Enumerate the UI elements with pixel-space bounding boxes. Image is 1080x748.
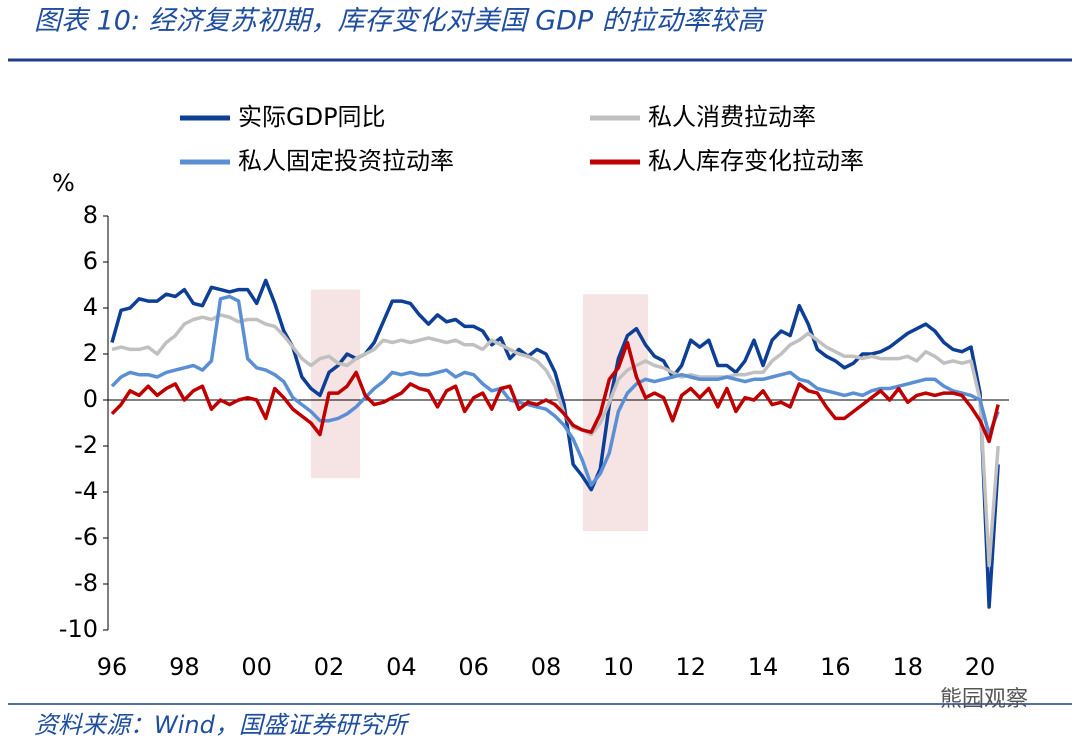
y-axis-unit: % — [52, 169, 75, 197]
y-tick-label: 6 — [83, 247, 98, 275]
x-tick-label: 00 — [241, 653, 272, 681]
x-tick-label: 06 — [458, 653, 489, 681]
x-tick-label: 14 — [748, 653, 779, 681]
legend-label: 私人库存变化拉动率 — [648, 147, 864, 175]
series-line — [110, 340, 1000, 444]
x-tick-label: 04 — [386, 653, 417, 681]
source-note: 资料来源：Wind，国盛证券研究所 — [34, 711, 411, 739]
x-tick-label: 12 — [675, 653, 706, 681]
y-tick-label: -6 — [74, 523, 98, 551]
x-tick-label: 08 — [531, 653, 562, 681]
legend-label: 实际GDP同比 — [238, 103, 386, 131]
x-tick-label: 96 — [97, 653, 128, 681]
legend-label: 私人消费拉动率 — [648, 103, 816, 131]
y-tick-label: 8 — [83, 201, 98, 229]
x-tick-label: 10 — [603, 653, 634, 681]
watermark: 熊园观察 — [940, 687, 1028, 712]
y-tick-label: -10 — [59, 615, 98, 643]
shaded-region — [582, 294, 649, 532]
y-tick-label: -4 — [74, 477, 98, 505]
chart-title: 图表 10: 经济复苏初期，库存变化对美国 GDP 的拉动率较高 — [34, 6, 768, 37]
x-tick-label: 18 — [892, 653, 923, 681]
x-tick-label: 16 — [820, 653, 851, 681]
x-tick-label: 02 — [314, 653, 345, 681]
series-line — [110, 278, 1000, 609]
y-tick-label: -2 — [74, 431, 98, 459]
y-tick-label: -8 — [74, 569, 98, 597]
y-tick-label: 0 — [83, 385, 98, 413]
x-tick-label: 20 — [965, 653, 996, 681]
y-tick-label: 4 — [83, 293, 98, 321]
shaded-region — [310, 289, 361, 479]
series-line — [111, 313, 1000, 568]
y-tick-label: 2 — [83, 339, 98, 367]
legend-label: 私人固定投资拉动率 — [238, 147, 454, 175]
x-tick-label: 98 — [169, 653, 200, 681]
series-line — [110, 294, 1000, 487]
